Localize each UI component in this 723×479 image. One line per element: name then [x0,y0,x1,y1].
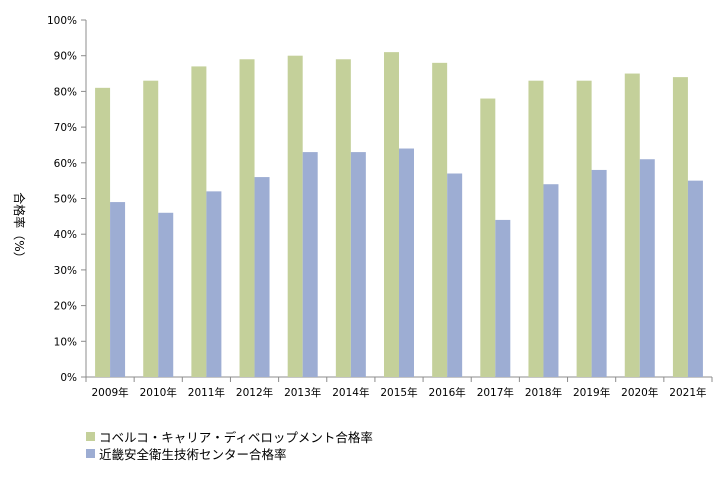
bar-series-1-2017年 [480,98,496,377]
y-axis-label: 合格率（%） [12,192,27,263]
x-tick-label: 2010年 [140,386,177,399]
legend-item-series-1: コベルコ・キャリア・ディベロップメント合格率 [86,428,373,445]
chart-axes [81,19,713,382]
bar-series-1-2015年 [384,52,399,377]
legend-label-series-1: コベルコ・キャリア・ディベロップメント合格率 [99,430,373,445]
y-tick-label: 100% [47,15,77,27]
y-tick-label: 70% [54,122,77,134]
bar-series-2-2019年 [591,169,607,377]
bar-series-2-2009年 [110,202,126,377]
bar-series-1-2009年 [95,87,111,377]
bar-series-1-2012年 [239,59,255,378]
bar-series-1-2019年 [576,80,592,377]
y-tick-label: 90% [54,51,77,63]
chart-bars [95,52,703,378]
bar-series-1-2020年 [624,73,640,378]
x-tick-label: 2016年 [429,386,466,399]
x-tick-label: 2011年 [188,386,225,399]
x-tick-label: 2017年 [477,386,514,399]
x-tick-label: 2018年 [525,386,562,399]
y-tick-label: 40% [54,229,77,241]
y-tick-label: 0% [60,372,77,384]
bar-series-1-2013年 [287,55,303,377]
y-tick-label: 60% [54,158,77,170]
bar-series-2-2018年 [543,184,559,377]
y-tick-label: 20% [54,301,77,313]
legend-label-series-2: 近畿安全衛生技術センター合格率 [99,447,287,462]
bar-series-2-2014年 [350,152,366,377]
bar-series-2-2020年 [639,159,655,377]
bar-series-1-2016年 [432,62,448,378]
bar-series-1-2010年 [143,80,159,377]
x-tick-label: 2014年 [332,386,369,399]
y-tick-label: 30% [54,265,77,277]
x-tick-label: 2013年 [284,386,321,399]
x-tick-label: 2009年 [91,386,128,399]
legend-swatch-series-1 [86,432,95,441]
bar-series-1-2021年 [672,77,688,378]
x-tick-labels: 2009年 2010年 2011年 2012年 2013年 2014年 2015年 2016年… [91,386,706,399]
bar-series-2-2011年 [206,191,222,377]
bar-series-2-2021年 [687,180,703,377]
bar-series-2-2012年 [254,177,270,377]
x-tick-label: 2012年 [236,386,273,399]
x-tick-label: 2019年 [573,386,610,399]
bar-series-2-2016年 [447,173,463,377]
legend-item-series-2: 近畿安全衛生技術センター合格率 [86,445,373,462]
x-tick-label: 2015年 [380,386,417,399]
y-tick-label: 10% [54,336,77,348]
y-tick-label: 80% [54,86,77,98]
bar-series-2-2010年 [158,212,174,377]
bar-series-1-2018年 [528,80,544,377]
bar-series-2-2013年 [302,152,318,377]
bar-series-2-2015年 [399,148,414,377]
legend: コベルコ・キャリア・ディベロップメント合格率 近畿安全衛生技術センター合格率 [86,428,373,462]
y-tick-labels: 0% 10% 20% 30% 40% 50% 60% 70% 80% 90% 100% [47,15,77,384]
bar-series-1-2014年 [335,59,351,378]
x-tick-label: 2021年 [669,386,706,399]
legend-swatch-series-2 [86,449,95,458]
bar-series-1-2011年 [191,66,207,377]
x-tick-label: 2020年 [621,386,658,399]
bar-series-2-2017年 [495,219,511,377]
y-tick-label: 50% [54,194,77,206]
